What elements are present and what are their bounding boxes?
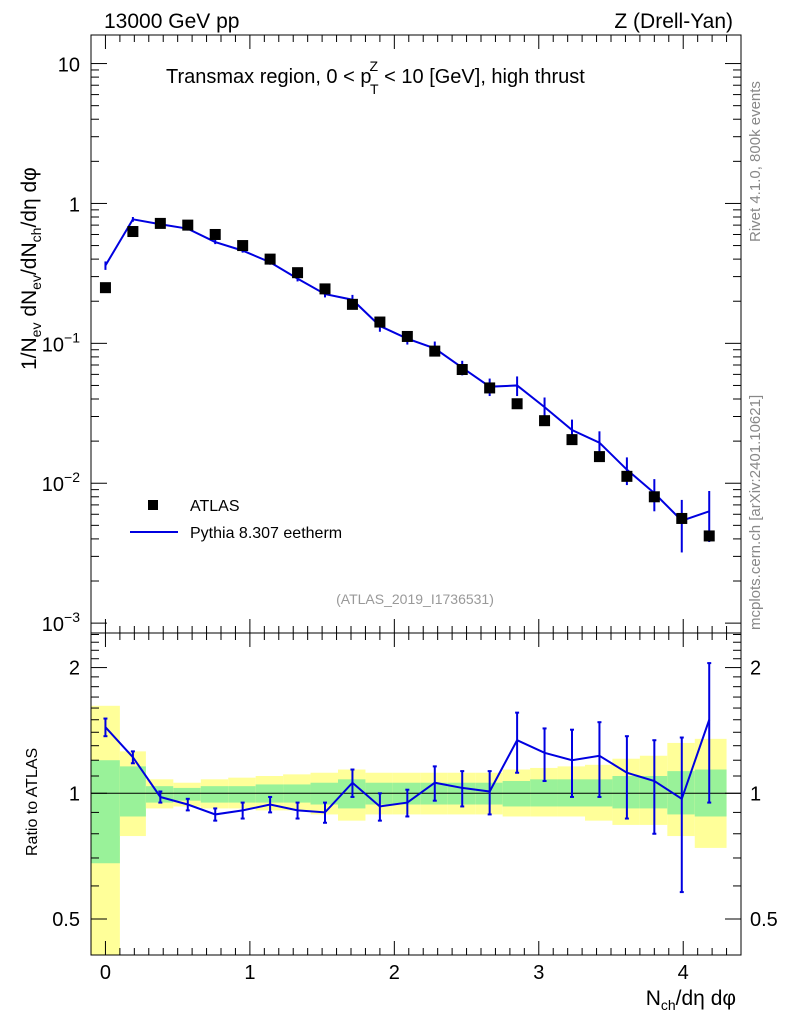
- atlas-data-point: [566, 434, 578, 446]
- analysis-id-watermark: (ATLAS_2019_I1736531): [336, 591, 494, 607]
- x-axis-label: Nch/dη dφ: [646, 987, 736, 1013]
- inner-uncertainty-band: [119, 766, 146, 817]
- atlas-data-point: [154, 217, 166, 229]
- legend-pythia-label: Pythia 8.307 eetherm: [190, 525, 342, 542]
- ratio-y-tick-label: 2: [69, 658, 80, 680]
- atlas-data-point: [292, 267, 304, 279]
- x-tick-label: 2: [389, 962, 400, 984]
- main-y-tick-label: 10: [58, 55, 80, 77]
- ratio-axis-ticks: [91, 633, 741, 955]
- main-marks: [99, 217, 715, 553]
- atlas-data-point: [319, 283, 331, 295]
- atlas-data-point: [511, 398, 523, 410]
- ratio-y-tick-label-right: 0.5: [750, 909, 778, 931]
- main-axis-ticks: [91, 35, 741, 633]
- main-y-tick-label: 1: [69, 194, 80, 216]
- atlas-data-point: [264, 253, 276, 265]
- atlas-data-point: [346, 298, 358, 310]
- atlas-data-point: [539, 415, 551, 427]
- main-y-tick-label: 10−3: [42, 609, 80, 636]
- ratio-y-tick-labels: 0.5 0.5 1 1 2 2: [52, 658, 778, 931]
- atlas-data-point: [676, 512, 688, 524]
- plot-title: Transmax region, 0 < pZ T < 10 [GeV], hig…: [166, 58, 585, 97]
- atlas-data-point: [456, 364, 468, 376]
- rivet-version-label: Rivet 4.1.0, 800k events: [747, 81, 764, 242]
- atlas-data-point: [237, 240, 249, 252]
- ratio-y-axis-label: Ratio to ATLAS: [24, 748, 41, 856]
- main-panel: 10−3 10−2 10−1 1 10 Transmax region, 0 < pZ T…: [18, 34, 742, 637]
- atlas-data-point: [593, 451, 605, 463]
- atlas-data-point: [401, 330, 413, 342]
- ratio-line: [104, 719, 711, 816]
- inner-uncertainty-band: [228, 786, 256, 803]
- mcplots-label: mcplots.cern.ch [arXiv:2401.10621]: [747, 395, 764, 630]
- atlas-data-point: [621, 470, 633, 482]
- inner-uncertainty-band: [200, 786, 229, 803]
- x-tick-label: 3: [533, 962, 544, 984]
- x-tick-labels: 0 1 2 3 4: [100, 962, 689, 984]
- ratio-y-tick-label: 0.5: [52, 909, 80, 931]
- header-right: Z (Drell-Yan): [614, 10, 733, 33]
- ratio-y-tick-label: 1: [69, 783, 80, 805]
- inner-uncertainty-band: [91, 760, 120, 864]
- pythia-line: [104, 218, 710, 522]
- main-y-tick-labels: 10−3 10−2 10−1 1 10: [42, 55, 80, 637]
- ratio-panel: 0.5 0.5 1 1 2 2 0 1 2 3 4 Ratio to ATLAS Nch/dη d…: [24, 632, 778, 1013]
- inner-uncertainty-band: [173, 787, 201, 801]
- ratio-frame: [90, 632, 742, 956]
- header-left: 13000 GeV pp: [104, 10, 239, 33]
- legend: ATLAS Pythia 8.307 eetherm: [130, 498, 342, 542]
- x-tick-label: 1: [244, 962, 255, 984]
- legend-atlas-label: ATLAS: [190, 498, 240, 515]
- atlas-data-point: [127, 226, 139, 238]
- atlas-data-point: [429, 345, 441, 357]
- atlas-data-point: [648, 491, 660, 503]
- main-frame: [90, 34, 742, 634]
- atlas-data-point: [703, 530, 715, 542]
- ratio-y-tick-label-right: 2: [750, 658, 761, 680]
- ratio-uncertainty-bands: [91, 705, 727, 955]
- main-y-tick-label: 10−1: [42, 329, 80, 356]
- atlas-data-point: [209, 228, 221, 240]
- main-y-tick-label: 10−2: [42, 469, 80, 496]
- main-y-axis-label: 1/Nev dNev/dNch/dη dφ: [18, 167, 44, 370]
- x-tick-label: 4: [678, 962, 689, 984]
- ratio-marks: [103, 662, 712, 894]
- atlas-data-point: [374, 316, 386, 328]
- atlas-data-point: [484, 382, 496, 394]
- legend-atlas-marker: [148, 500, 158, 510]
- ratio-y-tick-label-right: 1: [750, 783, 761, 805]
- atlas-data-point: [99, 282, 111, 294]
- atlas-data-point: [182, 219, 194, 231]
- x-tick-label: 0: [100, 962, 111, 984]
